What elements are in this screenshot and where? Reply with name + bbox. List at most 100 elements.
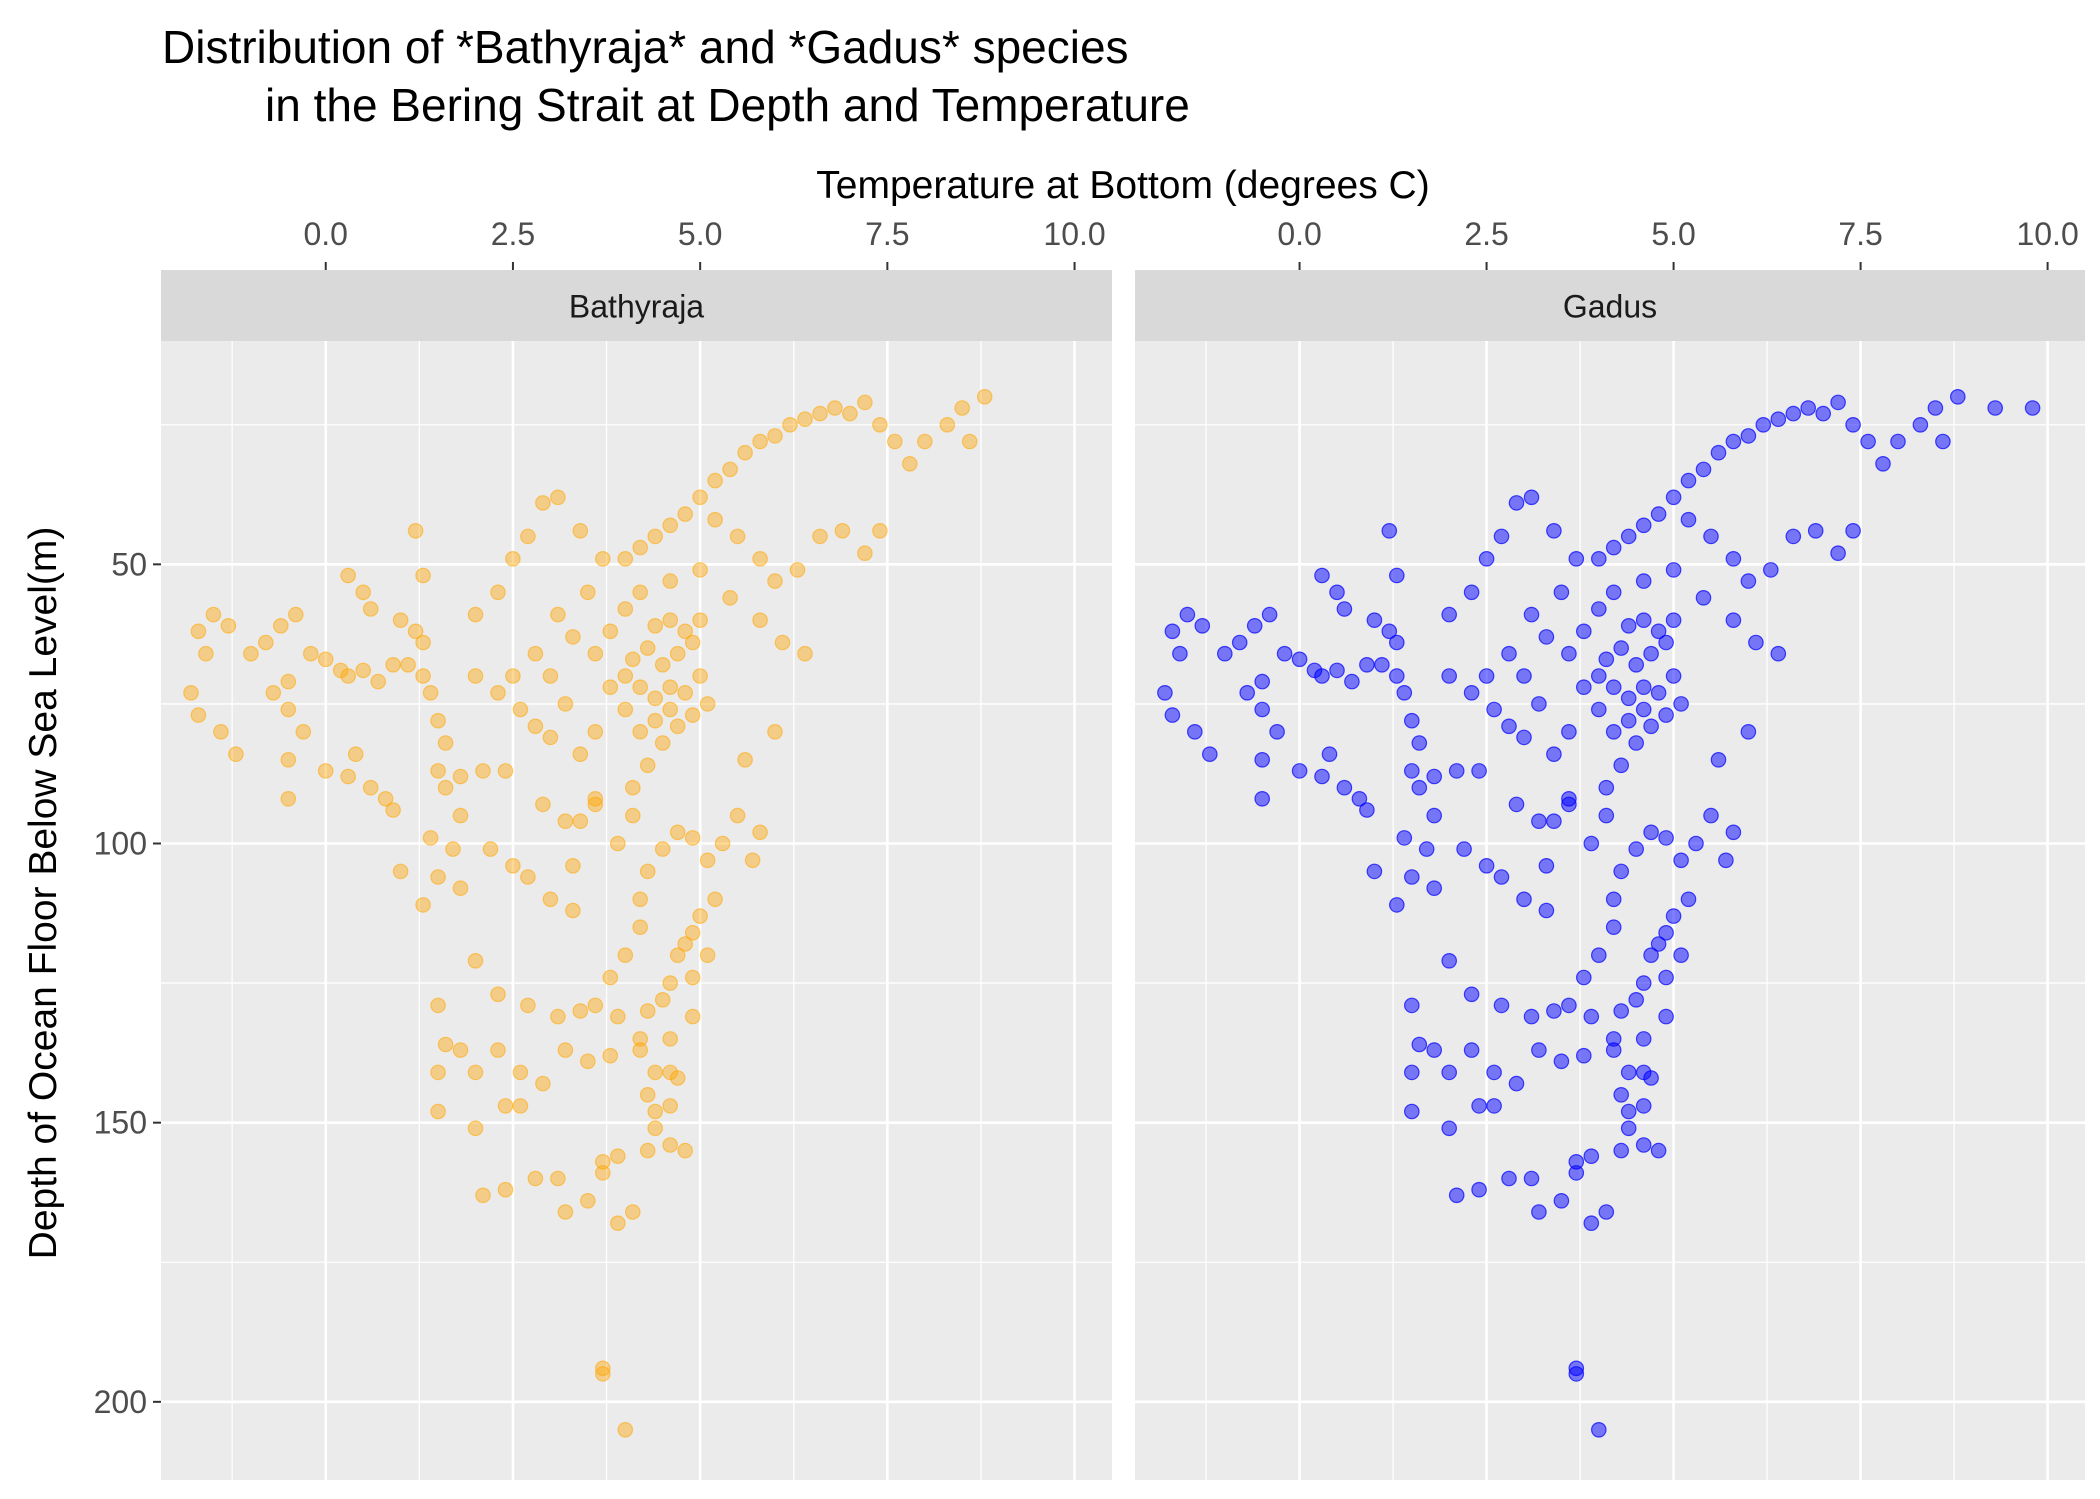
data-point <box>1665 668 1682 684</box>
data-point <box>684 924 701 941</box>
data-point <box>632 679 648 695</box>
data-point <box>535 495 551 511</box>
data-point <box>662 1031 678 1047</box>
data-point <box>1605 723 1622 740</box>
data-point <box>594 1360 611 1377</box>
data-point <box>617 601 634 617</box>
data-point <box>632 1031 648 1047</box>
data-point <box>445 841 461 857</box>
data-point <box>707 511 723 528</box>
data-point <box>1254 790 1270 807</box>
data-point <box>415 634 431 651</box>
data-point <box>699 696 716 712</box>
data-point <box>647 1120 663 1137</box>
data-point <box>1463 584 1480 601</box>
data-point <box>654 735 671 751</box>
data-point <box>542 729 559 746</box>
data-point <box>1546 746 1562 762</box>
data-point <box>714 835 731 852</box>
data-point <box>774 634 791 651</box>
data-point <box>872 522 888 539</box>
data-point <box>692 612 708 628</box>
facet-panel-bathyraja: Bathyraja 0.0 2.5 5.0 7.5 10.0 50 100 150 200 <box>94 216 1112 1480</box>
data-point <box>437 735 454 751</box>
data-point <box>654 841 671 857</box>
data-point <box>1635 573 1652 589</box>
data-point <box>205 606 222 623</box>
data-point <box>1314 768 1330 785</box>
data-point <box>1613 863 1629 880</box>
data-point <box>752 550 768 567</box>
y-axis-title: Depth of Ocean Floor Below Sea Level(m) <box>22 527 65 1260</box>
data-point <box>1486 701 1502 718</box>
data-point <box>1561 723 1577 740</box>
data-point <box>1613 1142 1629 1159</box>
data-point <box>1748 634 1764 651</box>
data-point <box>1628 841 1644 857</box>
data-point <box>1441 668 1457 684</box>
data-point <box>1635 975 1652 991</box>
data-point <box>1336 779 1353 796</box>
data-point <box>1179 606 1196 623</box>
data-point <box>467 1120 484 1137</box>
data-point <box>1546 522 1562 539</box>
data-point <box>1314 567 1330 584</box>
data-point <box>609 1215 626 1231</box>
data-point <box>1501 718 1517 735</box>
data-point <box>639 1087 656 1103</box>
data-point <box>415 897 431 913</box>
data-point <box>1291 651 1308 668</box>
data-point <box>684 969 701 986</box>
data-point <box>1658 924 1674 941</box>
data-point <box>1718 852 1734 869</box>
data-point <box>220 617 237 634</box>
data-point <box>505 857 521 874</box>
data-point <box>1561 997 1577 1014</box>
data-point <box>520 997 536 1014</box>
data-point <box>1987 400 2003 416</box>
data-point <box>430 997 446 1014</box>
data-point <box>1471 1098 1487 1114</box>
data-point <box>579 1193 596 1209</box>
data-point <box>1680 472 1697 489</box>
data-point <box>1650 506 1667 522</box>
data-point <box>1568 550 1585 567</box>
data-point <box>602 679 619 695</box>
data-point <box>1523 1008 1540 1025</box>
data-point <box>1478 857 1495 874</box>
data-point <box>1598 1204 1615 1220</box>
data-point <box>624 779 641 796</box>
data-point <box>1164 623 1181 640</box>
data-point <box>550 489 566 506</box>
data-point <box>579 584 596 601</box>
data-point <box>228 746 244 762</box>
data-point <box>1785 528 1802 545</box>
data-point <box>692 668 708 684</box>
data-point <box>512 1098 529 1114</box>
data-point <box>452 1042 469 1058</box>
data-point <box>1441 606 1457 623</box>
data-point <box>527 645 544 662</box>
data-point <box>639 1003 656 1019</box>
data-point <box>647 712 663 729</box>
x-tick-label: 0.0 <box>1277 216 1321 252</box>
data-point <box>639 1142 656 1159</box>
x-tick-label: 2.5 <box>491 216 535 252</box>
data-point <box>939 416 956 433</box>
data-point <box>1157 684 1173 701</box>
data-point <box>1538 902 1555 919</box>
data-point <box>722 589 738 606</box>
data-point <box>617 668 634 684</box>
data-point <box>1635 1137 1652 1153</box>
data-point <box>1523 1170 1540 1187</box>
data-point <box>430 1064 446 1081</box>
data-point <box>1605 679 1622 695</box>
data-point <box>677 936 693 952</box>
data-point <box>565 902 581 919</box>
data-point <box>1725 824 1742 841</box>
data-point <box>1673 696 1689 712</box>
data-point <box>662 612 678 628</box>
data-point <box>639 863 656 880</box>
data-point <box>557 813 574 829</box>
data-point <box>1561 645 1577 662</box>
